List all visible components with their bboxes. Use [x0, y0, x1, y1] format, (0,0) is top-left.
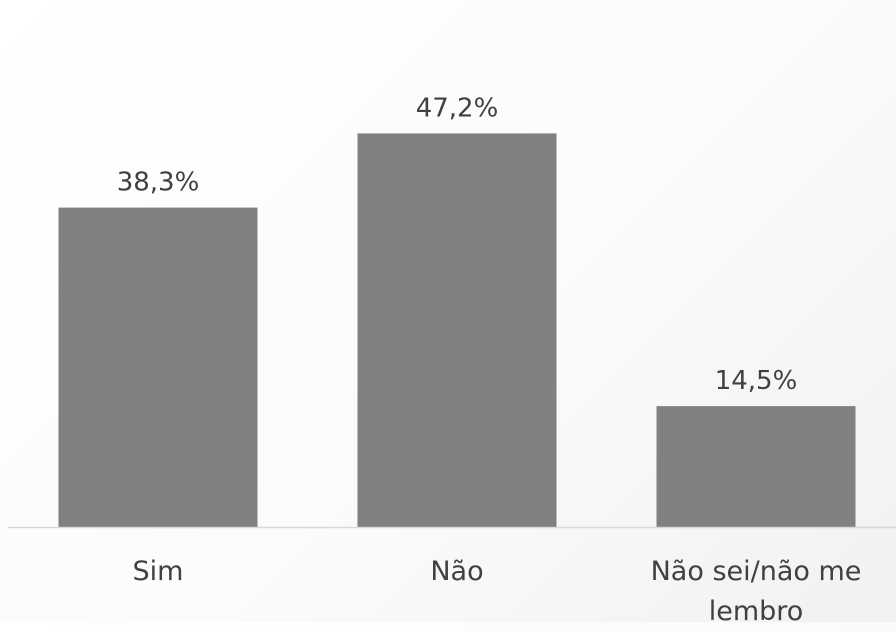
- category-label-sim: Sim: [8, 552, 308, 592]
- data-label-2: 47,2%: [416, 93, 499, 123]
- data-label-3: 14,5%: [715, 366, 798, 396]
- bar-1: [58, 207, 258, 527]
- category-label-nao: Não: [307, 552, 607, 592]
- category-label-nao-line-1: Não: [430, 556, 484, 587]
- bar-2: [357, 133, 557, 527]
- category-label-nao-sei-line-2: lembro: [708, 596, 804, 627]
- category-label-sim-line-1: Sim: [132, 556, 184, 587]
- category-label-nao-sei-line-1: Não sei/não me: [650, 556, 862, 587]
- bar-3: [656, 406, 856, 527]
- data-label-1: 38,3%: [117, 168, 200, 198]
- category-label-nao-sei: Não sei/não me lembro: [606, 552, 896, 632]
